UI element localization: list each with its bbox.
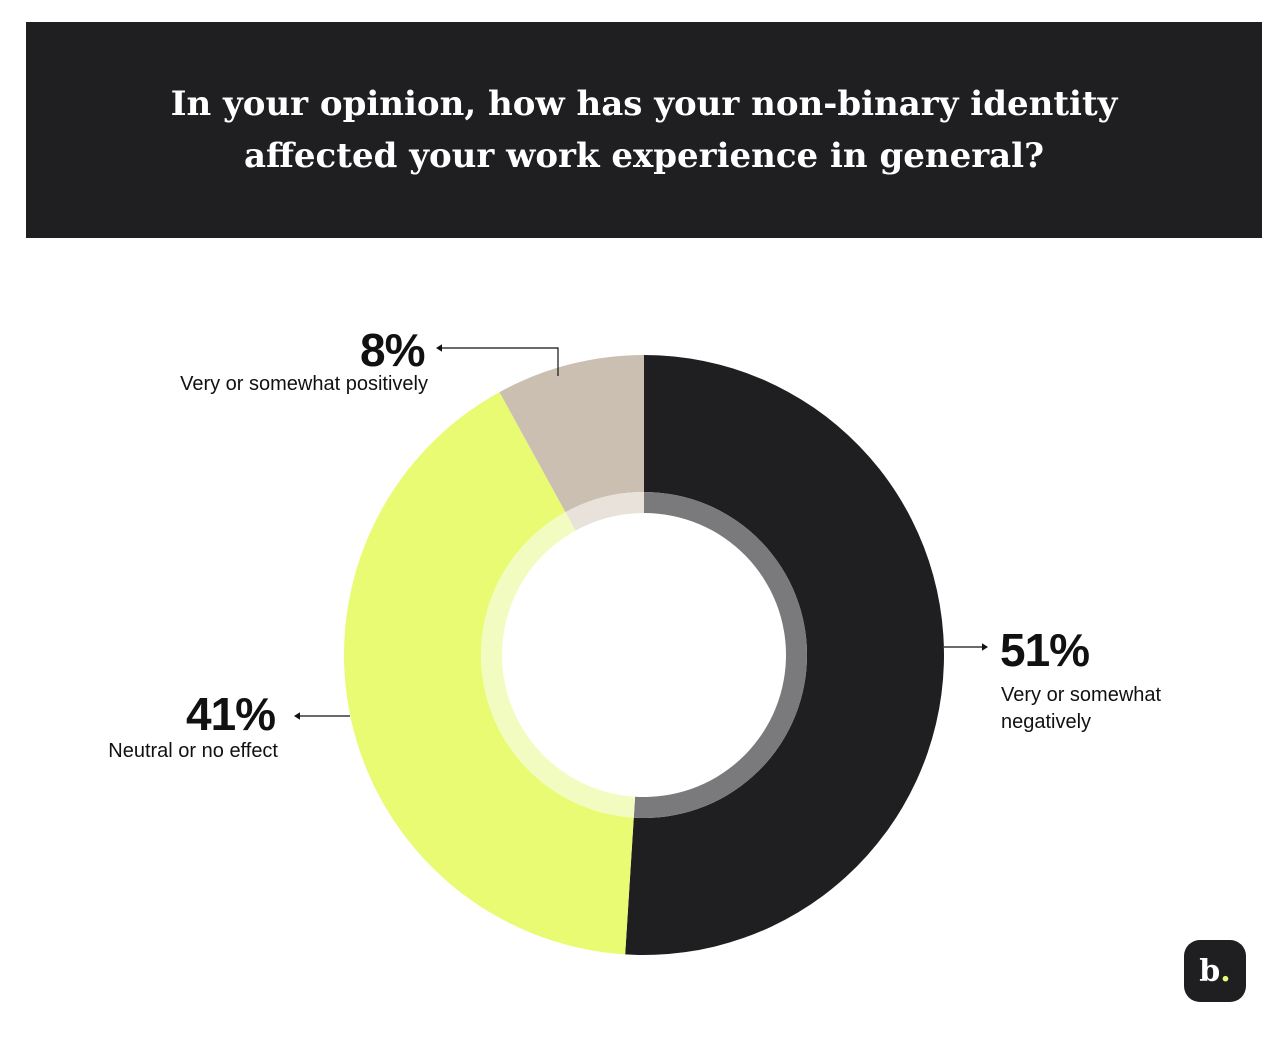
leader-arrowhead-positive (436, 344, 442, 352)
brand-logo-letter: b (1199, 953, 1221, 989)
leader-line-positive (440, 347, 559, 376)
chart-title: In your opinion, how has your non-binary… (170, 84, 1118, 176)
donut-slice-neutral (343, 392, 634, 955)
slice-value-label-neutral: 41% (186, 688, 276, 740)
slice-value-label-positive: 8% (360, 324, 425, 376)
title-banner: In your opinion, how has your non-binary… (26, 22, 1262, 238)
slice-category-label-neutral: Neutral or no effect (108, 740, 278, 762)
donut-inner-band-negative (633, 491, 808, 818)
donut-inner-band-neutral (481, 512, 636, 818)
donut-slice-positive (499, 355, 644, 513)
leader-arrowhead-neutral (294, 712, 300, 720)
donut-slice-negative (625, 355, 944, 955)
slice-value-label-negative: 51% (1000, 624, 1090, 676)
slice-category-label-negative: Very or somewhat negatively (1001, 684, 1162, 733)
slice-category-label-positive: Very or somewhat positively (180, 373, 428, 395)
leader-arrowhead-negative (982, 643, 988, 651)
donut-inner-band-positive (565, 492, 644, 531)
brand-logo: b. (1184, 940, 1246, 1002)
brand-logo-dot: . (1220, 953, 1231, 989)
